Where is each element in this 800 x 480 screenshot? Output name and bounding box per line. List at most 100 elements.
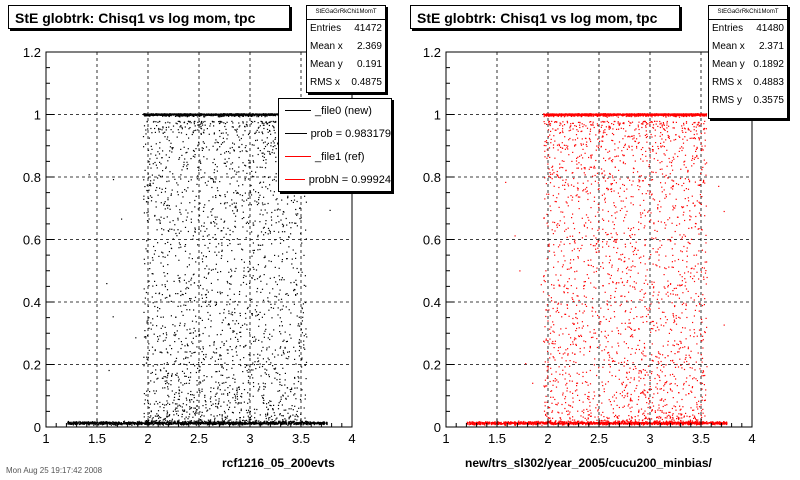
scatter-point	[234, 113, 236, 115]
scatter-point	[239, 315, 241, 317]
scatter-point	[68, 423, 70, 425]
scatter-point	[149, 195, 152, 197]
scatter-point	[239, 359, 241, 361]
scatter-point	[194, 113, 196, 115]
scatter-point	[203, 276, 205, 278]
scatter-point	[220, 405, 222, 407]
scatter-point	[202, 288, 204, 290]
scatter-point	[305, 333, 307, 335]
scatter-point	[256, 114, 258, 117]
scatter-point	[201, 122, 203, 124]
scatter-point	[263, 333, 265, 335]
scatter-point	[147, 201, 149, 203]
scatter-point	[252, 266, 254, 268]
scatter-point	[170, 115, 172, 117]
scatter-point	[145, 201, 148, 203]
scatter-point	[247, 392, 249, 394]
scatter-point	[278, 275, 280, 277]
scatter-point	[169, 420, 171, 422]
scatter-point	[67, 421, 69, 423]
scatter-point	[177, 293, 179, 295]
scatter-point	[138, 422, 140, 424]
scatter-point	[200, 125, 202, 127]
scatter-point	[174, 341, 176, 343]
scatter-point	[166, 138, 168, 140]
scatter-point	[177, 420, 179, 422]
scatter-point	[168, 383, 170, 385]
scatter-point	[265, 328, 267, 330]
scatter-point	[250, 343, 252, 345]
scatter-point	[243, 416, 245, 418]
scatter-point	[145, 421, 147, 423]
scatter-point	[177, 129, 179, 131]
scatter-point	[232, 331, 234, 333]
scatter-point	[236, 389, 238, 391]
scatter-point	[259, 213, 261, 215]
scatter-point	[259, 166, 261, 168]
scatter-point	[174, 361, 176, 363]
scatter-point	[233, 150, 235, 152]
scatter-point	[252, 249, 254, 252]
scatter-point	[241, 424, 243, 426]
scatter-point	[163, 363, 165, 365]
scatter-point	[223, 122, 225, 124]
scatter-point	[250, 184, 252, 187]
scatter-point	[212, 145, 214, 147]
scatter-point	[299, 345, 301, 347]
scatter-point	[283, 211, 285, 213]
scatter-point	[93, 422, 95, 425]
scatter-point	[192, 238, 194, 240]
scatter-point	[144, 115, 146, 117]
scatter-point	[186, 364, 188, 366]
scatter-point	[198, 195, 200, 197]
scatter-point	[299, 422, 301, 424]
scatter-point	[195, 410, 197, 412]
scatter-point	[304, 275, 306, 277]
scatter-point	[200, 132, 202, 135]
scatter-point	[208, 268, 210, 270]
scatter-point	[184, 420, 186, 422]
scatter-point	[95, 422, 97, 424]
scatter-point	[251, 255, 253, 257]
scatter-point	[242, 211, 244, 213]
scatter-point	[230, 313, 232, 315]
scatter-point	[301, 420, 303, 422]
scatter-point	[174, 332, 176, 334]
scatter-point	[230, 275, 233, 277]
scatter-point	[252, 242, 254, 244]
scatter-point	[277, 314, 279, 316]
scatter-point	[174, 409, 176, 411]
scatter-point	[256, 113, 258, 115]
scatter-point	[277, 354, 279, 356]
scatter-point	[238, 166, 240, 168]
scatter-point	[234, 323, 236, 325]
scatter-point	[162, 150, 164, 152]
scatter-point	[253, 423, 255, 425]
scatter-point	[221, 422, 223, 424]
scatter-point	[152, 259, 154, 261]
scatter-point	[187, 113, 189, 116]
scatter-point	[203, 114, 205, 116]
scatter-point	[175, 316, 177, 318]
scatter-point	[180, 178, 182, 180]
scatter-point	[250, 192, 252, 194]
scatter-point	[268, 151, 271, 153]
scatter-point	[212, 121, 214, 123]
scatter-point	[183, 161, 185, 163]
scatter-point	[277, 307, 279, 309]
scatter-point	[169, 171, 171, 173]
scatter-point	[260, 209, 262, 211]
scatter-point	[220, 153, 222, 155]
scatter-point	[190, 113, 192, 115]
scatter-point	[159, 114, 161, 116]
scatter-point	[154, 113, 156, 115]
scatter-point	[275, 422, 277, 424]
scatter-point	[144, 303, 146, 305]
scatter-point	[237, 113, 239, 115]
scatter-point	[175, 374, 177, 376]
scatter-point	[241, 422, 243, 424]
scatter-point	[191, 115, 193, 117]
scatter-point	[286, 293, 288, 295]
scatter-point	[258, 199, 260, 201]
scatter-point	[246, 124, 248, 126]
